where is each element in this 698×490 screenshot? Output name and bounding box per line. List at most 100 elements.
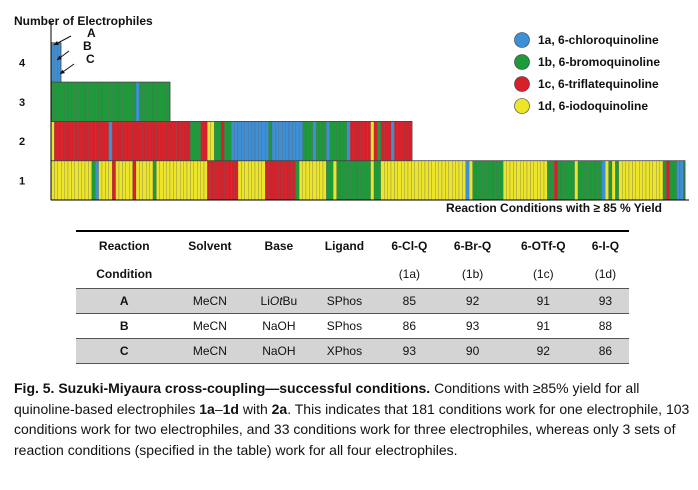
bar-segment <box>261 121 266 161</box>
legend-label: 1b, 6-bromoquinoline <box>538 55 660 69</box>
bar-segment <box>421 160 426 201</box>
bar-segment <box>91 121 96 161</box>
bar-segment <box>302 121 307 161</box>
bar-segment <box>67 160 72 201</box>
caption-text: – <box>214 400 223 417</box>
bar-segment <box>275 121 279 161</box>
bar-segment <box>57 42 62 83</box>
bar-segment <box>98 160 103 201</box>
bar-segment <box>513 160 517 201</box>
bar-segment <box>275 160 279 201</box>
bar-segment <box>254 121 259 161</box>
bar-segment <box>594 160 599 201</box>
bar-segment <box>101 81 106 122</box>
bar-segment <box>333 121 337 161</box>
header-6-cl-q: 6-Cl-Q <box>378 230 441 260</box>
bar-segment <box>95 81 99 122</box>
y-axis-label: Number of Electrophiles <box>14 14 153 28</box>
bar-segment <box>156 81 160 122</box>
legend-swatch <box>514 32 530 48</box>
bar-segment <box>248 160 252 201</box>
bar-segment <box>581 160 585 201</box>
yield-1a: 93 <box>378 338 441 364</box>
bar-segment <box>163 160 167 201</box>
bar-segment <box>326 121 330 161</box>
bar-segment <box>258 160 262 201</box>
bar-segment <box>71 160 75 201</box>
bar-segment <box>346 121 351 161</box>
bar-segment <box>149 160 154 201</box>
ligand-cell: SPhos <box>310 313 379 339</box>
chart-annotations: ABC <box>53 26 96 75</box>
bar-segment <box>278 121 283 161</box>
table-subheader-row: Condition (1a) (1b) (1c) (1d) <box>76 260 629 289</box>
bar-segment <box>339 160 344 201</box>
bar-segment <box>377 121 381 161</box>
bar-segment <box>601 160 606 201</box>
bar-segment <box>591 160 596 201</box>
bar-segment <box>61 81 65 122</box>
bar-segment <box>394 121 398 161</box>
bar-segment <box>299 121 303 161</box>
bar-segment <box>200 160 205 201</box>
bar-segment <box>496 160 500 201</box>
legend-swatch <box>514 76 530 92</box>
bar-segment <box>115 81 120 122</box>
annotation-arrowhead <box>60 69 65 74</box>
header-1d: (1d) <box>594 267 617 281</box>
bar-segment <box>217 160 222 201</box>
bar-segment <box>220 160 225 201</box>
bar-segment <box>353 160 358 201</box>
bar-segment <box>254 160 259 201</box>
bar-segment <box>336 160 341 201</box>
bar-segment <box>489 160 494 201</box>
bar-segment <box>146 160 150 201</box>
yield-1d: 93 <box>581 288 629 314</box>
caption-compound: 1d <box>222 400 239 417</box>
caption-title: Fig. 5. Suzuki-Miyaura cross-coupling—su… <box>14 380 431 396</box>
bar-segment <box>180 121 184 161</box>
base-cell: NaOH <box>247 313 311 339</box>
bar-segment <box>173 160 177 201</box>
bar-segment <box>108 160 113 201</box>
bar-segment <box>424 160 429 201</box>
bar-segment <box>139 160 143 201</box>
bar-segment <box>64 81 69 122</box>
bar-segment <box>363 121 368 161</box>
bar-segment <box>404 160 409 201</box>
bar-segment <box>217 121 222 161</box>
bar-segment <box>435 160 439 201</box>
bar-segment <box>183 121 188 161</box>
bar-segment <box>295 121 300 161</box>
bar-segment <box>146 81 150 122</box>
bar-segment <box>152 160 157 201</box>
bar-segment <box>234 160 239 201</box>
bar-segment <box>659 160 664 201</box>
yield-1d: 88 <box>581 313 629 339</box>
bar-segment <box>159 160 164 201</box>
bar-segment <box>139 121 143 161</box>
bar-segment <box>98 81 103 122</box>
bar-segment <box>475 160 480 201</box>
bar-segment <box>183 160 188 201</box>
bar-segment <box>190 160 194 201</box>
bar-segment <box>197 121 201 161</box>
caption-text: . This indicates that 181 conditions wor… <box>14 400 690 458</box>
bar-segment <box>431 160 436 201</box>
bar-segment <box>350 121 354 161</box>
header-6-otf-q: 6-OTf-Q <box>504 230 582 260</box>
bar-segment <box>326 160 330 201</box>
bar-segment <box>50 81 55 122</box>
bar-segment <box>122 81 126 122</box>
bar-segment <box>615 160 619 201</box>
header-blank <box>311 260 379 289</box>
base-italic: Ot <box>269 294 283 308</box>
bar-segment <box>180 160 184 201</box>
yield-1a: 86 <box>378 313 441 339</box>
bar-segment <box>265 121 269 161</box>
bar-segment <box>550 160 555 201</box>
bar-segment <box>115 121 120 161</box>
bar-segment <box>190 121 194 161</box>
bar-segment <box>95 121 99 161</box>
header-blank <box>173 260 248 289</box>
